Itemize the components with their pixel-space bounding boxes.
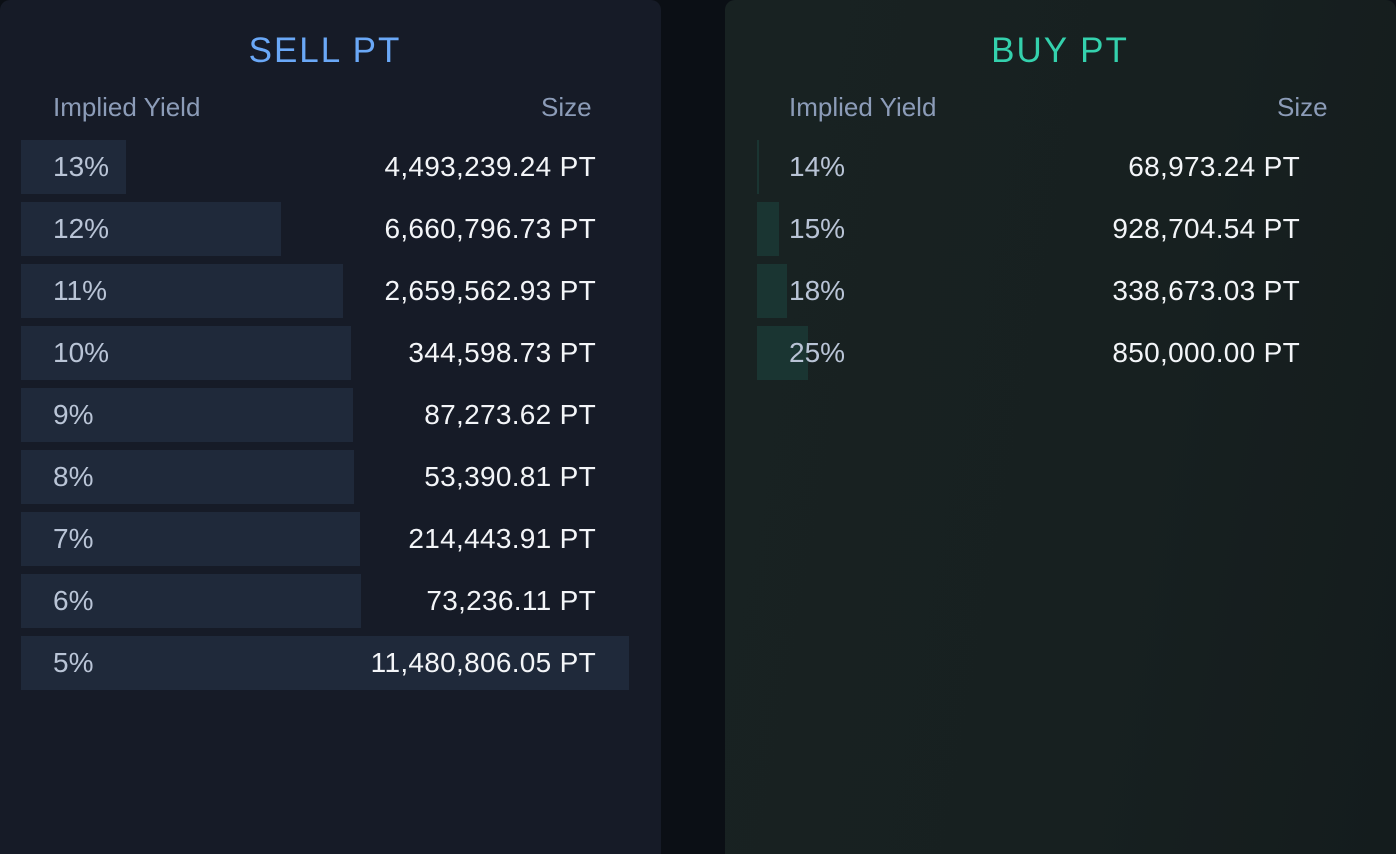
- sell-implied-yield: 8%: [53, 461, 94, 492]
- buy-depth-bar: [757, 326, 808, 380]
- sell-implied-yield: 13%: [53, 151, 110, 182]
- buy-depth-bar: [757, 140, 759, 194]
- buy-order-list: 14% 68,973.24 PT 15% 928,704.54 PT 18% 338,67…: [757, 140, 1333, 388]
- sell-size: 53,390.81 PT: [424, 461, 596, 492]
- buy-depth-bar: [757, 202, 779, 256]
- sell-order-row[interactable]: 9% 87,273.62 PT: [21, 388, 629, 442]
- buy-size: 338,673.03 PT: [1112, 275, 1300, 306]
- buy-depth-bar: [757, 264, 787, 318]
- sell-size: 344,598.73 PT: [408, 337, 596, 368]
- sell-implied-yield: 9%: [53, 399, 94, 430]
- sell-size-header: Size: [541, 92, 592, 122]
- sell-size: 214,443.91 PT: [408, 523, 596, 554]
- sell-size: 73,236.11 PT: [426, 585, 596, 616]
- buy-size: 68,973.24 PT: [1128, 151, 1300, 182]
- sell-depth-bar: [21, 202, 281, 256]
- sell-pt-title: SELL PT: [248, 31, 402, 70]
- sell-implied-yield: 5%: [53, 647, 94, 678]
- sell-order-row[interactable]: 6% 73,236.11 PT: [21, 574, 629, 628]
- buy-size-header: Size: [1277, 92, 1328, 122]
- sell-implied-yield: 11%: [53, 275, 107, 306]
- sell-size: 4,493,239.24 PT: [384, 151, 596, 182]
- buy-order-row[interactable]: 15% 928,704.54 PT: [757, 202, 1333, 256]
- sell-implied-yield: 6%: [53, 585, 94, 616]
- sell-depth-bar: [21, 636, 629, 690]
- buy-implied-yield-header: Implied Yield: [789, 92, 937, 122]
- sell-order-row[interactable]: 10% 344,598.73 PT: [21, 326, 629, 380]
- sell-depth-bar: [21, 388, 353, 442]
- sell-depth-bar: [21, 326, 351, 380]
- sell-order-row[interactable]: 5% 11,480,806.05 PT: [21, 636, 629, 690]
- sell-implied-yield: 10%: [53, 337, 110, 368]
- buy-pt-title: BUY PT: [991, 31, 1129, 70]
- buy-pt-panel: BUY PT Implied Yield Size 14% 68,973.24 P…: [725, 0, 1396, 854]
- sell-pt-panel: SELL PT Implied Yield Size 13% 4,493,239.…: [0, 0, 661, 854]
- buy-order-row[interactable]: 14% 68,973.24 PT: [757, 140, 1333, 194]
- sell-depth-bar: [21, 450, 354, 504]
- sell-order-row[interactable]: 7% 214,443.91 PT: [21, 512, 629, 566]
- sell-order-row[interactable]: 11% 2,659,562.93 PT: [21, 264, 629, 318]
- buy-size: 928,704.54 PT: [1112, 213, 1300, 244]
- sell-size: 6,660,796.73 PT: [384, 213, 596, 244]
- buy-implied-yield: 18%: [789, 275, 846, 306]
- sell-implied-yield: 7%: [53, 523, 94, 554]
- sell-size: 2,659,562.93 PT: [384, 275, 596, 306]
- sell-order-row[interactable]: 13% 4,493,239.24 PT: [21, 140, 629, 194]
- sell-order-list: 13% 4,493,239.24 PT 12% 6,660,796.73 PT 11% 2…: [21, 140, 629, 698]
- sell-depth-bar: [21, 512, 360, 566]
- buy-order-row[interactable]: 25% 850,000.00 PT: [757, 326, 1333, 380]
- sell-order-row[interactable]: 12% 6,660,796.73 PT: [21, 202, 629, 256]
- sell-implied-yield-header: Implied Yield: [53, 92, 201, 122]
- sell-implied-yield: 12%: [53, 213, 110, 244]
- sell-depth-bar: [21, 264, 343, 318]
- buy-implied-yield: 15%: [789, 213, 846, 244]
- buy-implied-yield: 14%: [789, 151, 846, 182]
- buy-size: 850,000.00 PT: [1112, 337, 1300, 368]
- sell-depth-bar: [21, 140, 126, 194]
- sell-size: 11,480,806.05 PT: [370, 647, 596, 678]
- sell-order-row[interactable]: 8% 53,390.81 PT: [21, 450, 629, 504]
- sell-depth-bar: [21, 574, 361, 628]
- buy-order-row[interactable]: 18% 338,673.03 PT: [757, 264, 1333, 318]
- sell-size: 87,273.62 PT: [424, 399, 596, 430]
- buy-implied-yield: 25%: [789, 337, 846, 368]
